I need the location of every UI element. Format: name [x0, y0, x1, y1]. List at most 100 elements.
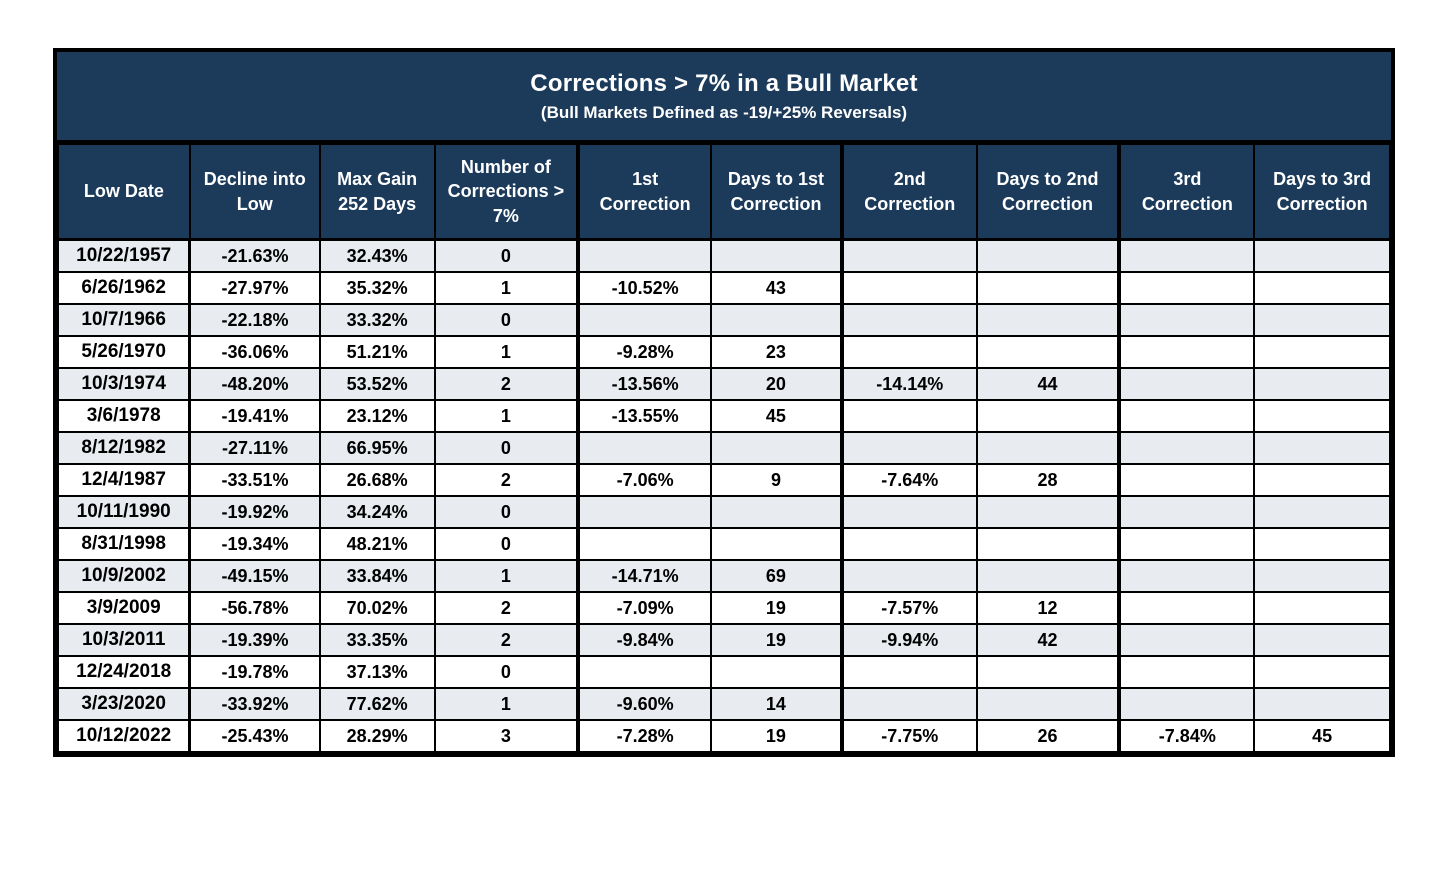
- table-cell: 77.62%: [318, 687, 436, 721]
- table-cell: -19.39%: [188, 623, 321, 657]
- table-cell: [839, 335, 978, 369]
- table-cell: -19.34%: [188, 527, 321, 561]
- table-subtitle: (Bull Markets Defined as -19/+25% Revers…: [540, 102, 908, 122]
- table-cell: [710, 303, 843, 337]
- table-cell: [975, 238, 1121, 273]
- table-cell: -27.11%: [188, 431, 321, 465]
- table-cell: [1253, 527, 1391, 561]
- table-cell: [975, 335, 1121, 369]
- table-cell: [576, 303, 713, 337]
- table-cell: 3/23/2020: [57, 687, 192, 721]
- table-header: Low Date Decline into Low Max Gain 252 D…: [57, 143, 1391, 241]
- table-cell: -9.60%: [576, 687, 713, 721]
- table-cell: -13.56%: [576, 367, 713, 401]
- table-body: 10/22/1957 -21.63% 32.43% 0 6/26/1962 -27.97%…: [57, 238, 1391, 753]
- table-cell: 0: [433, 431, 580, 465]
- table-row: 8/12/1982 -27.11% 66.95% 0: [57, 431, 1391, 465]
- table-cell: 3: [433, 719, 580, 753]
- table-cell: 6/26/1962: [57, 271, 192, 305]
- table-cell: 1: [433, 335, 580, 369]
- table-cell: [975, 303, 1121, 337]
- table-row: 3/23/2020 -33.92% 77.62% 1 -9.60% 14: [57, 687, 1391, 721]
- table-cell: -36.06%: [188, 335, 321, 369]
- table-cell: 28.29%: [318, 719, 436, 753]
- table-cell: 3/6/1978: [57, 399, 192, 433]
- table-cell: 1: [433, 559, 580, 593]
- table-row: 10/12/2022 -25.43% 28.29% 3 -7.28% 19 -7.75% 26…: [57, 719, 1391, 753]
- table-cell: 8/31/1998: [57, 527, 192, 561]
- table-cell: [839, 431, 978, 465]
- table-title: Corrections > 7% in a Bull Market: [530, 69, 918, 97]
- table-cell: [1253, 559, 1391, 593]
- table-cell: 34.24%: [318, 495, 436, 529]
- table-cell: 12: [975, 591, 1121, 625]
- table-row: 12/24/2018 -19.78% 37.13% 0: [57, 655, 1391, 689]
- table-cell: 45: [710, 399, 843, 433]
- table-cell: -19.78%: [188, 655, 321, 689]
- table-cell: [1117, 687, 1256, 721]
- table-cell: [1253, 367, 1391, 401]
- header-row: Low Date Decline into Low Max Gain 252 D…: [57, 143, 1391, 241]
- table-row: 10/22/1957 -21.63% 32.43% 0: [57, 238, 1391, 273]
- table-cell: [1117, 303, 1256, 337]
- table-cell: [839, 559, 978, 593]
- col-header-max-gain-252-days: Max Gain 252 Days: [318, 143, 436, 241]
- table-cell: [975, 399, 1121, 433]
- table-cell: -48.20%: [188, 367, 321, 401]
- col-header-3rd-correction: 3rd Correction: [1117, 143, 1256, 241]
- table-cell: [576, 527, 713, 561]
- table-cell: 2: [433, 463, 580, 497]
- table-cell: 23: [710, 335, 843, 369]
- table-cell: -33.51%: [188, 463, 321, 497]
- table-cell: [975, 527, 1121, 561]
- table-cell: [839, 238, 978, 273]
- table-cell: [839, 399, 978, 433]
- table-cell: 0: [433, 238, 580, 273]
- table-cell: 10/7/1966: [57, 303, 192, 337]
- table-cell: [1253, 463, 1391, 497]
- table-cell: 1: [433, 687, 580, 721]
- table-cell: 1: [433, 271, 580, 305]
- table-cell: [839, 527, 978, 561]
- col-header-days-to-3rd-correction: Days to 3rd Correction: [1253, 143, 1391, 241]
- table-cell: 3/9/2009: [57, 591, 192, 625]
- table-cell: [710, 527, 843, 561]
- table-cell: 5/26/1970: [57, 335, 192, 369]
- table-cell: -19.92%: [188, 495, 321, 529]
- table-cell: -7.84%: [1117, 719, 1256, 753]
- table-cell: 19: [710, 623, 843, 657]
- table-cell: 44: [975, 367, 1121, 401]
- table-cell: 12/4/1987: [57, 463, 192, 497]
- table-cell: -7.06%: [576, 463, 713, 497]
- col-header-number-of-corrections: Number of Corrections > 7%: [433, 143, 580, 241]
- table-cell: [1117, 527, 1256, 561]
- table-cell: [975, 495, 1121, 529]
- corrections-data-table: Low Date Decline into Low Max Gain 252 D…: [57, 143, 1391, 753]
- table-cell: [1253, 238, 1391, 273]
- table-cell: 35.32%: [318, 271, 436, 305]
- table-cell: [1117, 238, 1256, 273]
- table-cell: [1253, 303, 1391, 337]
- table-cell: 20: [710, 367, 843, 401]
- table-cell: 42: [975, 623, 1121, 657]
- table-cell: [1117, 271, 1256, 305]
- table-cell: 14: [710, 687, 843, 721]
- table-cell: -7.75%: [839, 719, 978, 753]
- table-row: 5/26/1970 -36.06% 51.21% 1 -9.28% 23: [57, 335, 1391, 369]
- table-cell: [1117, 559, 1256, 593]
- table-cell: -21.63%: [188, 238, 321, 273]
- table-cell: [710, 655, 843, 689]
- table-cell: [1117, 623, 1256, 657]
- table-cell: [975, 687, 1121, 721]
- table-cell: -9.84%: [576, 623, 713, 657]
- table-title-block: Corrections > 7% in a Bull Market (Bull …: [57, 52, 1391, 143]
- table-cell: 43: [710, 271, 843, 305]
- table-cell: [1117, 495, 1256, 529]
- table-row: 10/9/2002 -49.15% 33.84% 1 -14.71% 69: [57, 559, 1391, 593]
- table-cell: [975, 271, 1121, 305]
- table-cell: -7.64%: [839, 463, 978, 497]
- table-cell: -14.71%: [576, 559, 713, 593]
- table-cell: 51.21%: [318, 335, 436, 369]
- table-row: 8/31/1998 -19.34% 48.21% 0: [57, 527, 1391, 561]
- table-cell: [1117, 399, 1256, 433]
